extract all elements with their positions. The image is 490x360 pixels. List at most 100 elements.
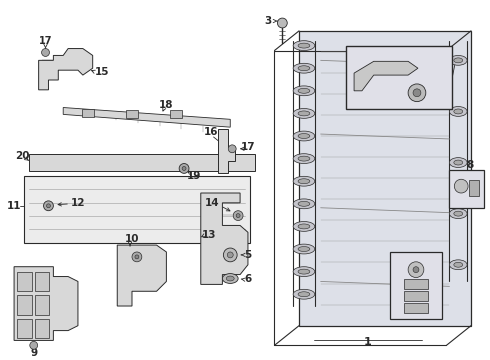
Text: 17: 17 [39,36,52,46]
Text: 16: 16 [203,127,218,137]
Circle shape [413,89,421,97]
Ellipse shape [293,131,315,141]
Circle shape [277,18,287,28]
Ellipse shape [293,108,315,118]
Bar [82,109,94,117]
Bar [126,110,138,118]
Polygon shape [117,245,167,306]
Text: 4: 4 [400,88,407,98]
Text: 9: 9 [30,348,37,358]
Ellipse shape [293,267,315,276]
Circle shape [408,262,424,278]
Ellipse shape [293,199,315,209]
Bar [404,279,428,289]
Text: 13: 13 [201,230,216,240]
Polygon shape [14,267,78,341]
Text: 20: 20 [15,151,29,161]
Ellipse shape [298,201,310,206]
Circle shape [132,252,142,262]
Polygon shape [219,129,235,174]
Ellipse shape [293,63,315,73]
Text: 17: 17 [241,142,255,152]
Ellipse shape [449,55,467,65]
Circle shape [227,252,233,258]
Ellipse shape [298,179,310,184]
Ellipse shape [298,66,310,71]
Text: 5: 5 [245,250,251,260]
Polygon shape [469,180,479,196]
Bar [404,303,428,313]
Circle shape [413,267,419,273]
Text: 11: 11 [7,201,22,211]
Ellipse shape [454,211,463,216]
Ellipse shape [293,289,315,299]
Bar [299,31,471,326]
Ellipse shape [298,292,310,297]
Ellipse shape [293,176,315,186]
Bar [404,291,428,301]
Ellipse shape [449,158,467,167]
Ellipse shape [298,111,310,116]
Bar [29,154,255,171]
Bar [35,272,49,291]
Bar [17,272,32,291]
Circle shape [228,145,236,153]
Text: 10: 10 [125,234,139,244]
Polygon shape [201,193,248,284]
Bar [17,295,32,315]
Circle shape [408,84,426,102]
Ellipse shape [298,247,310,252]
Text: 18: 18 [159,100,173,109]
Text: 14: 14 [205,198,220,208]
Text: 3: 3 [264,16,271,26]
Ellipse shape [298,156,310,161]
Circle shape [454,179,468,193]
Ellipse shape [454,262,463,267]
Bar [24,176,250,243]
Circle shape [182,166,186,170]
Ellipse shape [298,224,310,229]
Text: 15: 15 [95,67,110,77]
Circle shape [233,211,243,221]
Text: 7: 7 [396,262,404,272]
Ellipse shape [449,107,467,116]
Ellipse shape [293,154,315,163]
Ellipse shape [293,221,315,231]
Ellipse shape [298,269,310,274]
Ellipse shape [293,86,315,96]
Bar [449,170,484,208]
Circle shape [47,204,50,208]
Bar [35,295,49,315]
Ellipse shape [454,109,463,114]
Ellipse shape [298,134,310,139]
Bar [391,252,441,319]
Ellipse shape [454,58,463,63]
Ellipse shape [293,244,315,254]
Text: 6: 6 [245,274,251,284]
Bar [346,46,452,109]
Bar [17,319,32,338]
Circle shape [135,255,139,259]
Ellipse shape [226,276,234,281]
Circle shape [236,213,240,217]
Polygon shape [39,49,93,90]
Circle shape [223,248,237,262]
Ellipse shape [222,274,238,283]
Ellipse shape [298,88,310,93]
Text: 12: 12 [71,198,85,208]
Ellipse shape [454,160,463,165]
Text: 8: 8 [466,159,474,170]
Ellipse shape [298,43,310,48]
Circle shape [44,201,53,211]
Ellipse shape [449,260,467,270]
Text: 2: 2 [455,57,462,67]
Circle shape [179,163,189,174]
Ellipse shape [449,209,467,219]
Text: 1: 1 [364,337,372,347]
Bar [171,110,182,118]
Ellipse shape [293,41,315,50]
Text: 19: 19 [187,171,201,181]
Bar [35,319,49,338]
Circle shape [42,49,49,57]
Polygon shape [354,61,418,91]
